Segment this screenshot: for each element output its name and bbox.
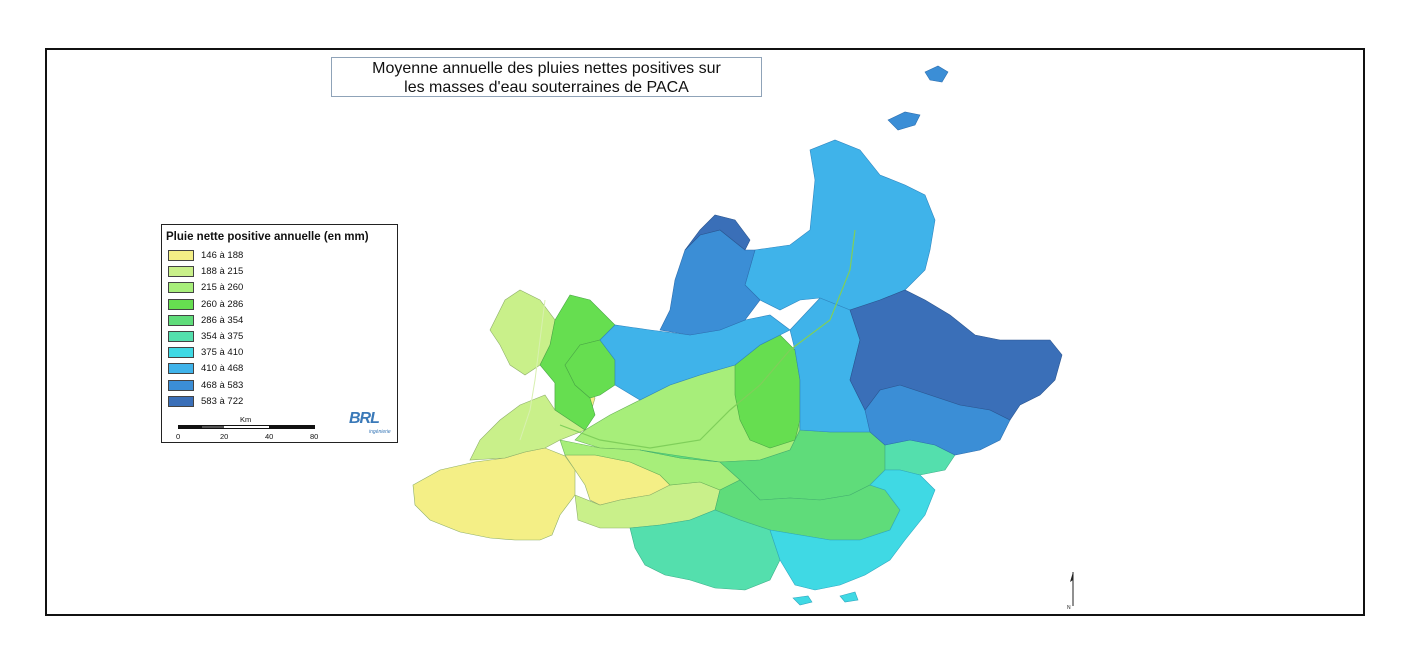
- scale-segment-2: [202, 426, 224, 428]
- legend-label: 354 à 375: [201, 331, 244, 342]
- brl-logo-subtext: ingénierie: [369, 429, 391, 435]
- legend-title: Pluie nette positive annuelle (en mm): [166, 231, 369, 243]
- brl-logo: BRL ingénierie: [349, 410, 393, 438]
- north-arrow-icon: N: [1067, 572, 1074, 610]
- legend-label: 410 à 468: [201, 363, 244, 375]
- legend-swatch: [168, 379, 194, 391]
- legend-swatch: [168, 331, 194, 342]
- legend-swatch: [168, 314, 194, 326]
- scale-tick-20: 20: [220, 432, 229, 441]
- svg-text:N: N: [1067, 605, 1071, 610]
- zone-410-468-north: [744, 139, 936, 311]
- scale-tick-0: 0: [176, 432, 181, 441]
- legend-swatch: [168, 282, 194, 294]
- legend-label: 375 à 410: [201, 347, 244, 359]
- zone-410-468-west: [599, 314, 791, 401]
- zone-354-375-coast: [629, 509, 781, 591]
- scale-unit-label: Km: [240, 415, 252, 424]
- scale-segment-4: [269, 426, 314, 428]
- legend: Pluie nette positive annuelle (en mm) 14…: [161, 224, 398, 443]
- scale-tick-40: 40: [265, 432, 274, 441]
- zone-146-188-camargue: [412, 447, 576, 541]
- scale-segment-3: [224, 426, 269, 428]
- legend-swatch: [168, 298, 194, 310]
- zone-375-410-islands: [792, 591, 859, 606]
- zone-583-722-ecrins: [684, 214, 751, 251]
- legend-label: 146 à 188: [201, 250, 244, 261]
- legend-label: 260 à 286: [201, 298, 244, 310]
- rhone-river: [519, 299, 546, 441]
- zone-583-722-alpes: [849, 289, 1063, 421]
- scale-tick-80: 80: [310, 432, 319, 441]
- zone-468-583-drome: [659, 229, 761, 336]
- legend-label: 583 à 722: [201, 395, 244, 407]
- legend-swatch: [168, 363, 194, 375]
- map-title-line1: Moyenne annuelle des pluies nettes posit…: [372, 60, 721, 77]
- zone-375-410-toulon: [769, 469, 936, 591]
- legend-label: 286 à 354: [201, 314, 244, 326]
- scale-segment-1: [179, 426, 202, 428]
- zone-468-583-ubaye: [887, 65, 949, 131]
- legend-swatch: [168, 347, 194, 359]
- scale-bar: [178, 425, 315, 429]
- legend-swatch: [168, 266, 194, 278]
- legend-label: 468 à 583: [201, 379, 244, 391]
- legend-label: 215 à 260: [201, 282, 244, 294]
- map-title-box: Moyenne annuelle des pluies nettes posit…: [331, 57, 762, 97]
- legend-label: 188 à 215: [201, 266, 244, 278]
- durance-river: [559, 229, 856, 449]
- legend-swatch: [168, 250, 194, 261]
- brl-logo-text: BRL: [349, 410, 380, 427]
- legend-swatch: [168, 395, 194, 407]
- map-title-line2: les masses d'eau souterraines de PACA: [404, 79, 689, 96]
